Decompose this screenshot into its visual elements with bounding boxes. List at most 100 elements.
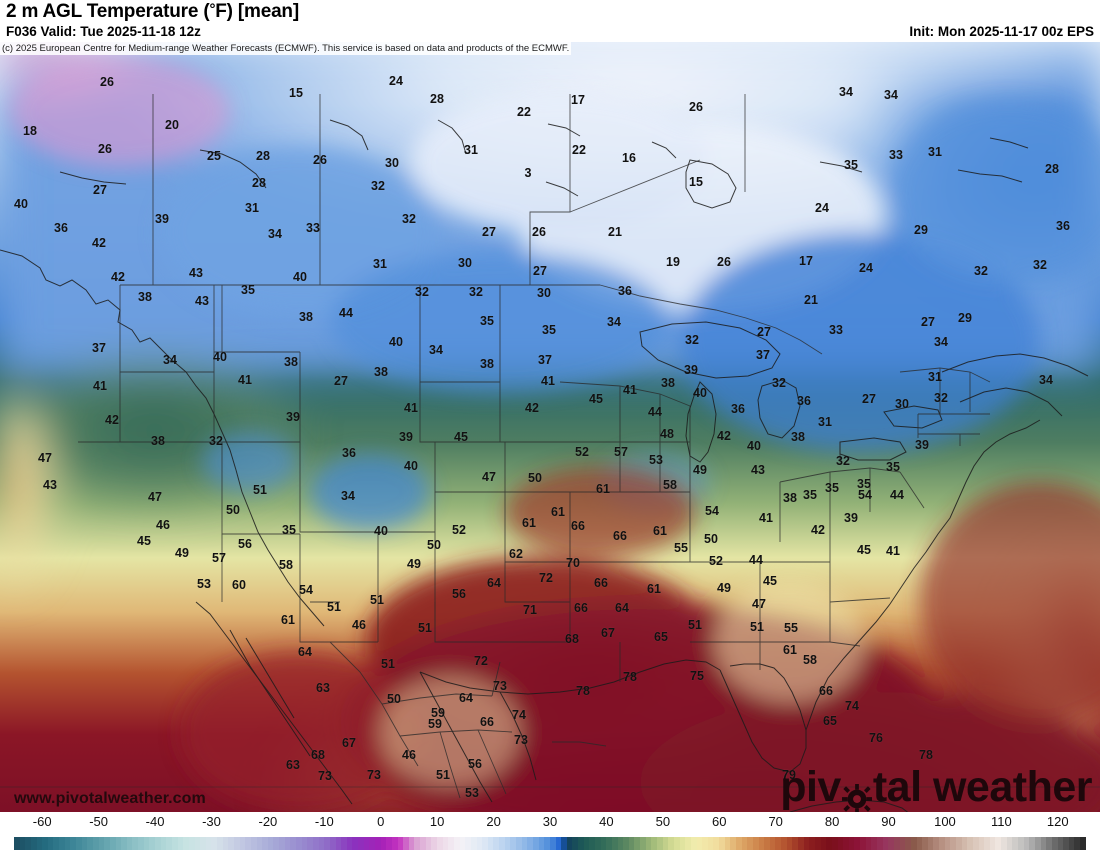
map-cold-cores (10, 57, 1100, 530)
colorbar-swatch (544, 837, 550, 850)
colorbar-swatch (696, 837, 703, 850)
colorbar-swatch (200, 837, 206, 850)
temperature-map[interactable]: (c) 2025 European Centre for Medium-rang… (0, 42, 1100, 812)
colorbar-swatch (944, 837, 951, 850)
colorbar-swatch (803, 837, 810, 850)
colorbar-swatch (764, 837, 770, 850)
colorbar-ticks: -60 -50 -40 -30 -20 -10 0 10 20 30 40 50 60 70 80 90 100… (0, 812, 1100, 834)
page-title: 2 m AGL Temperature (°F) [mean] (6, 1, 299, 23)
colorbar-swatch (741, 837, 748, 850)
colorbar-swatch (425, 837, 432, 850)
colorbar-swatch (1018, 837, 1024, 850)
colorbar-swatch (1074, 837, 1081, 850)
colorbar-swatch (1057, 837, 1064, 850)
colorbar-swatch (549, 837, 556, 850)
colorbar-swatch (955, 837, 962, 850)
colorbar-tick-label: -10 (314, 814, 334, 829)
colorbar-swatch (346, 837, 353, 850)
colorbar-swatch (250, 837, 257, 850)
colorbar-swatch (668, 837, 674, 850)
colorbar-tick-label: 120 (1046, 814, 1069, 829)
colorbar-swatch (702, 837, 708, 850)
logo-text-right: tal weather (872, 763, 1093, 811)
colorbar-swatch (673, 837, 680, 850)
colorbar-swatch (989, 837, 996, 850)
colorbar-swatch (594, 837, 601, 850)
colorbar-swatch (769, 837, 776, 850)
colorbar-swatch (228, 837, 234, 850)
colorbar-swatch (972, 837, 979, 850)
colorbar-swatch (239, 837, 246, 850)
colorbar-swatch (391, 837, 398, 850)
colorbar-swatch (53, 837, 60, 850)
colorbar-swatch (707, 837, 714, 850)
map-coastlines (0, 119, 1089, 812)
colorbar-swatch (690, 837, 697, 850)
colorbar-swatch (510, 837, 517, 850)
colorbar-swatch (578, 837, 584, 850)
colorbar-swatch (301, 837, 308, 850)
colorbar-swatch (899, 837, 906, 850)
colorbar-swatch (188, 837, 195, 850)
colorbar-swatch (222, 837, 229, 850)
colorbar-swatch (312, 837, 319, 850)
colorbar-swatch (786, 837, 793, 850)
colorbar-tick-label: 110 (990, 814, 1012, 829)
colorbar-swatch (984, 837, 990, 850)
site-url-watermark: www.pivotalweather.com (14, 790, 206, 807)
colorbar-swatch (482, 837, 488, 850)
colorbar-swatch (1080, 837, 1086, 850)
colorbar-swatch (910, 837, 917, 850)
model-init-time: Init: Mon 2025-11-17 00z EPS (909, 24, 1094, 39)
colorbar-swatch (1034, 837, 1041, 850)
colorbar[interactable]: -60 -50 -40 -30 -20 -10 0 10 20 30 40 50 60 70 80 90 100… (0, 812, 1100, 850)
colorbar-tick-label: 90 (881, 814, 896, 829)
colorbar-swatch (555, 837, 562, 850)
colorbar-swatch (329, 837, 336, 850)
colorbar-swatch (854, 837, 861, 850)
colorbar-tick-label: 30 (542, 814, 558, 829)
colorbar-swatch (437, 837, 443, 850)
colorbar-swatch (600, 837, 607, 850)
colorbar-swatch (640, 837, 646, 850)
colorbar-swatch (262, 837, 268, 850)
colorbar-swatch (375, 837, 381, 850)
colorbar-swatch (747, 837, 753, 850)
colorbar-swatch (623, 837, 629, 850)
colorbar-tick-label: -20 (258, 814, 278, 829)
colorbar-swatch (504, 837, 511, 850)
colorbar-swatch (662, 837, 669, 850)
colorbar-swatch (380, 837, 387, 850)
colorbar-swatch (335, 837, 342, 850)
colorbar-tick-label: -40 (145, 814, 165, 829)
colorbar-swatch (837, 837, 844, 850)
colorbar-swatch (318, 837, 325, 850)
colorbar-tick-label: -60 (32, 814, 52, 829)
colorbar-swatch (14, 837, 20, 850)
colorbar-swatch (679, 837, 686, 850)
colorbar-swatch (160, 837, 167, 850)
colorbar-swatch (634, 837, 641, 850)
colorbar-swatch (1068, 837, 1075, 850)
forecast-valid-time: F036 Valid: Tue 2025-11-18 12z (6, 24, 201, 39)
colorbar-swatch (752, 837, 759, 850)
colorbar-swatch (290, 837, 297, 850)
colorbar-swatch (459, 837, 466, 850)
colorbar-swatch (521, 837, 528, 850)
map-canvas[interactable] (0, 42, 1100, 812)
colorbar-swatch (341, 837, 347, 850)
colorbar-swatch (217, 837, 223, 850)
colorbar-tick-label: 70 (768, 814, 783, 829)
colorbar-swatch (871, 837, 878, 850)
colorbar-swatch (916, 837, 923, 850)
colorbar-gradient[interactable] (14, 837, 1086, 850)
colorbar-swatch (453, 837, 460, 850)
colorbar-swatch (420, 837, 426, 850)
colorbar-swatch (476, 837, 483, 850)
colorbar-swatch (628, 837, 635, 850)
map-header: 2 m AGL Temperature (°F) [mean] F036 Val… (0, 0, 1100, 42)
colorbar-swatch (352, 837, 359, 850)
colorbar-swatch (245, 837, 251, 850)
colorbar-swatch (81, 837, 88, 850)
colorbar-swatch (431, 837, 438, 850)
